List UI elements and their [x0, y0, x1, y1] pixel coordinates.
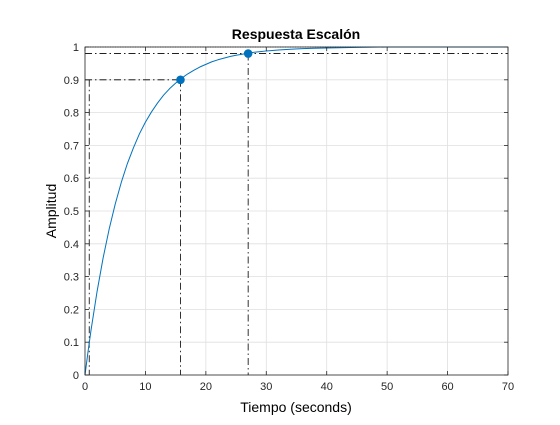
marker-layer — [176, 49, 253, 85]
x-tick-label: 40 — [321, 381, 333, 393]
y-tick-label: 0.2 — [64, 304, 79, 316]
y-tick-label: 1 — [73, 42, 79, 54]
x-tick-label: 60 — [441, 381, 453, 393]
x-tick-label: 20 — [200, 381, 212, 393]
x-tick-label: 70 — [502, 381, 514, 393]
y-tick-label: 0.3 — [64, 272, 79, 284]
y-tick-label: 0.4 — [64, 239, 79, 251]
characteristic-marker — [176, 75, 185, 85]
y-tick-label: 0.1 — [64, 337, 79, 349]
x-tick-label: 0 — [82, 381, 88, 393]
y-tick-label: 0 — [73, 370, 79, 382]
y-tick-label: 0.7 — [64, 140, 79, 152]
y-tick-label: 0.8 — [64, 108, 79, 120]
chart-title: Respuesta Escalón — [232, 26, 360, 42]
y-axis-label: Amplitud — [43, 184, 59, 238]
step-response-line — [84, 46, 508, 376]
x-tick-label: 50 — [381, 381, 393, 393]
x-axis-label: Tiempo (seconds) — [240, 399, 352, 415]
characteristic-marker — [243, 49, 253, 58]
y-tick-label: 0.9 — [64, 75, 79, 87]
tick-layer: 0 10 20 30 40 50 60 70 0 0.1 0.2 0.3 0.4 0.5 0.6 0.7 0.8… — [64, 42, 514, 393]
x-tick-label: 30 — [260, 381, 272, 393]
y-tick-label: 0.6 — [64, 173, 79, 185]
series-layer — [84, 46, 508, 376]
x-tick-label: 10 — [139, 381, 151, 393]
y-tick-label: 0.5 — [64, 206, 79, 218]
